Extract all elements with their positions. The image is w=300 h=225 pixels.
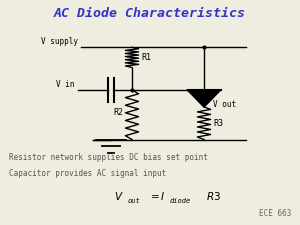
Text: ECE 663: ECE 663 <box>259 209 291 218</box>
Text: $R3$: $R3$ <box>206 190 220 202</box>
Text: diode: diode <box>169 198 191 204</box>
Text: AC Diode Characteristics: AC Diode Characteristics <box>54 7 246 20</box>
Text: V in: V in <box>56 80 75 89</box>
Text: R3: R3 <box>213 119 223 128</box>
Text: R2: R2 <box>113 108 123 117</box>
Text: $=I$: $=I$ <box>148 190 166 202</box>
Text: $V$: $V$ <box>114 190 124 202</box>
Text: V out: V out <box>213 100 236 109</box>
Text: R1: R1 <box>141 53 151 62</box>
Text: V supply: V supply <box>41 37 78 46</box>
Text: Resistor network supplies DC bias set point: Resistor network supplies DC bias set po… <box>9 153 208 162</box>
Text: out: out <box>128 198 140 204</box>
Text: Capacitor provides AC signal input: Capacitor provides AC signal input <box>9 169 166 178</box>
Polygon shape <box>188 90 220 107</box>
